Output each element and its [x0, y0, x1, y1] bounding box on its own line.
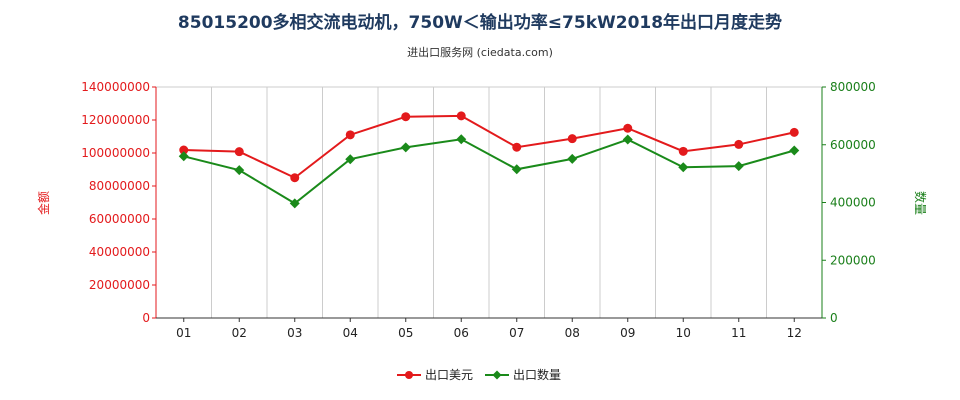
y-left-tick-label: 120000000: [81, 113, 150, 127]
data-point: [234, 147, 244, 157]
data-point: [567, 134, 577, 144]
data-point: [401, 112, 411, 122]
legend: 出口美元 出口数量: [397, 367, 561, 382]
data-point: [289, 198, 300, 209]
x-tick-label: 04: [343, 326, 358, 340]
legend-item-2: 出口数量: [485, 367, 561, 382]
y-left-tick-label: 100000000: [81, 146, 150, 160]
data-point: [734, 139, 744, 149]
y-axis-left-label: 金额: [36, 191, 51, 215]
x-tick-label: 12: [787, 326, 802, 340]
y-right-tick-label: 600000: [830, 138, 876, 152]
data-point: [290, 173, 300, 183]
chart-title: 85015200多相交流电动机，750W＜输出功率≤75kW2018年出口月度走…: [177, 13, 783, 33]
data-point: [678, 162, 689, 173]
data-point: [345, 130, 355, 140]
data-point: [622, 134, 633, 145]
y-right-tick-label: 800000: [830, 80, 876, 94]
legend-label: 出口美元: [425, 368, 473, 382]
data-point: [234, 165, 245, 176]
x-tick-label: 02: [232, 326, 247, 340]
y-right-tick-label: 400000: [830, 196, 876, 210]
gridlines: [155, 86, 823, 318]
data-point: [789, 127, 799, 137]
x-tick-label: 08: [565, 326, 580, 340]
axes: 0 20000000 40000000 60000000 80000000 1000000…: [81, 80, 876, 340]
x-tick-label: 09: [620, 326, 635, 340]
series-line: [183, 114, 795, 179]
legend-label: 出口数量: [513, 367, 561, 382]
x-tick-label: 06: [454, 326, 469, 340]
x-tick-label: 10: [676, 326, 691, 340]
series-2: [178, 134, 800, 209]
y-left-tick-label: 0: [142, 311, 150, 325]
y-left-tick-label: 80000000: [89, 179, 150, 193]
data-point: [345, 154, 356, 165]
legend-marker: [492, 370, 502, 380]
x-tick-label: 05: [398, 326, 413, 340]
legend-marker: [405, 371, 413, 379]
y-axis-right-label: 数量: [913, 191, 928, 215]
y-left-tick-label: 40000000: [89, 245, 150, 259]
data-point: [511, 164, 522, 175]
data-point: [456, 134, 467, 145]
data-point: [623, 123, 633, 133]
data-point: [733, 161, 744, 172]
data-point: [789, 145, 800, 156]
data-point: [567, 153, 578, 164]
x-tick-label: 11: [731, 326, 746, 340]
series-1: [179, 111, 799, 183]
series-layer: [178, 111, 800, 209]
x-tick-label: 07: [509, 326, 524, 340]
y-right-tick-label: 200000: [830, 253, 876, 267]
series-line: [183, 138, 795, 205]
x-tick-label: 03: [287, 326, 302, 340]
y-left-tick-label: 140000000: [81, 80, 150, 94]
legend-item-1: 出口美元: [397, 368, 473, 382]
x-tick-label: 01: [176, 326, 191, 340]
data-point: [178, 151, 189, 162]
y-right-tick-label: 0: [830, 311, 838, 325]
y-left-tick-label: 60000000: [89, 212, 150, 226]
data-point: [400, 142, 411, 153]
data-point: [678, 146, 688, 156]
data-point: [179, 145, 189, 155]
data-point: [456, 111, 466, 121]
chart-subtitle: 进出口服务网 (ciedata.com): [407, 46, 553, 59]
y-left-tick-label: 20000000: [89, 278, 150, 292]
data-point: [512, 142, 522, 152]
